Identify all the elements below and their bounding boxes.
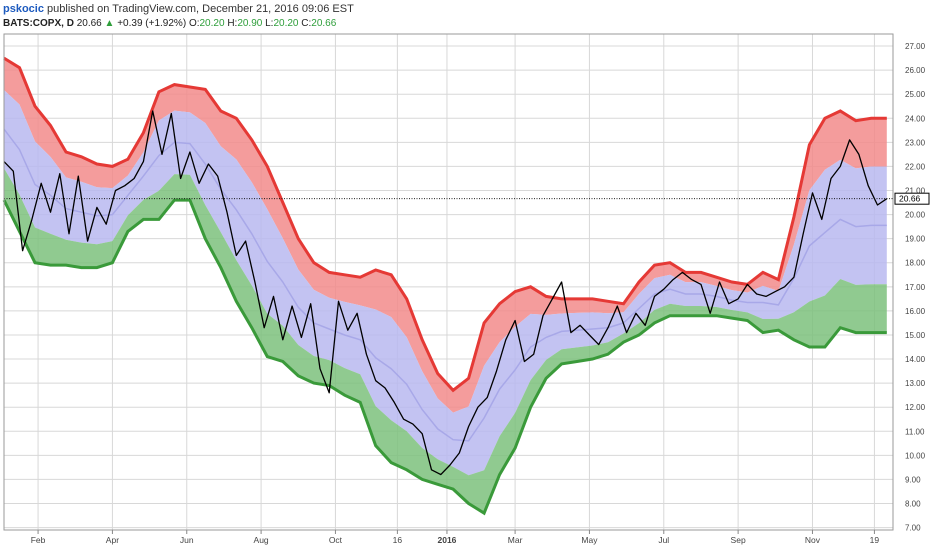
chart-header: pskocic published on TradingView.com, De…: [3, 2, 903, 31]
y-tick-label: 10.00: [905, 451, 926, 460]
time-axis[interactable]: Feb Apr Jun Aug Oct 16 2016 Mar May Jul Sep Nov 19: [31, 530, 880, 545]
y-tick-label: 23.00: [905, 138, 926, 147]
last-price-label: 20.66: [899, 194, 921, 204]
price-axis[interactable]: 7.00 8.00 9.00 10.00 11.00 12.00 13.00 14.00 15.…: [905, 42, 926, 533]
y-tick-label: 9.00: [905, 475, 921, 484]
last-value: 20.66: [76, 18, 102, 29]
x-tick-label: Nov: [805, 535, 821, 545]
upper-band-fill: [4, 58, 887, 413]
high-value: 20.90: [237, 18, 263, 29]
y-tick-label: 15.00: [905, 331, 926, 340]
low-value: 20.20: [273, 18, 299, 29]
price-line: [3, 110, 888, 476]
price-series: [3, 110, 888, 476]
x-tick-label: Oct: [329, 535, 343, 545]
high-label: H:: [227, 18, 238, 29]
last-price-tag: 20.66: [894, 192, 930, 205]
y-tick-label: 27.00: [905, 42, 926, 51]
x-tick-label: Apr: [106, 535, 119, 545]
chart-frame: [3, 33, 894, 531]
channel-bands: [2, 56, 887, 516]
y-tick-label: 22.00: [905, 162, 926, 171]
x-tick-label: Feb: [31, 535, 46, 545]
y-tick-label: 12.00: [905, 403, 926, 412]
up-arrow-icon: ▲: [104, 18, 115, 29]
y-tick-label: 19.00: [905, 235, 926, 244]
y-tick-label: 20.00: [905, 211, 926, 220]
inner-band-fill: [4, 90, 887, 476]
lower-band-fill: [4, 168, 887, 514]
y-tick-label: 17.00: [905, 283, 926, 292]
close-value: 20.66: [311, 18, 337, 29]
x-tick-label: Mar: [508, 535, 523, 545]
y-tick-label: 24.00: [905, 114, 926, 123]
x-tick-label: Jul: [658, 535, 669, 545]
author-link[interactable]: pskocic: [3, 3, 44, 15]
close-label: C:: [301, 18, 312, 29]
x-tick-label: Jun: [180, 535, 194, 545]
basis-line: [3, 128, 887, 442]
publish-line: pskocic published on TradingView.com, De…: [3, 2, 903, 17]
y-tick-label: 21.00: [905, 187, 926, 196]
low-label: L:: [265, 18, 274, 29]
open-label: O:: [188, 18, 200, 29]
y-tick-label: 11.00: [905, 427, 925, 436]
change-value: +0.39 (+1.92%): [117, 18, 187, 29]
lower-band-line: [2, 198, 887, 516]
symbol-name[interactable]: BATS:COPX, D: [3, 18, 74, 29]
y-tick-label: 7.00: [905, 524, 921, 533]
y-tick-label: 8.00: [905, 500, 921, 509]
open-value: 20.20: [199, 18, 225, 29]
symbol-legend: BATS:COPX, D 20.66 ▲ +0.39 (+1.92%) O:20…: [3, 17, 903, 31]
y-tick-label: 18.00: [905, 259, 926, 268]
x-tick-label: Sep: [731, 535, 746, 545]
published-text: published on TradingView.com, December 2…: [47, 3, 354, 15]
y-tick-label: 13.00: [905, 379, 926, 388]
y-tick-label: 14.00: [905, 355, 926, 364]
y-tick-label: 26.00: [905, 66, 926, 75]
y-tick-label: 16.00: [905, 307, 926, 316]
upper-band-line: [3, 56, 887, 393]
x-tick-label: May: [581, 535, 598, 545]
x-tick-label: 16: [393, 535, 403, 545]
x-tick-label: 19: [870, 535, 880, 545]
x-tick-label: 2016: [437, 535, 456, 545]
y-tick-label: 25.00: [905, 90, 926, 99]
x-tick-label: Aug: [254, 535, 269, 545]
